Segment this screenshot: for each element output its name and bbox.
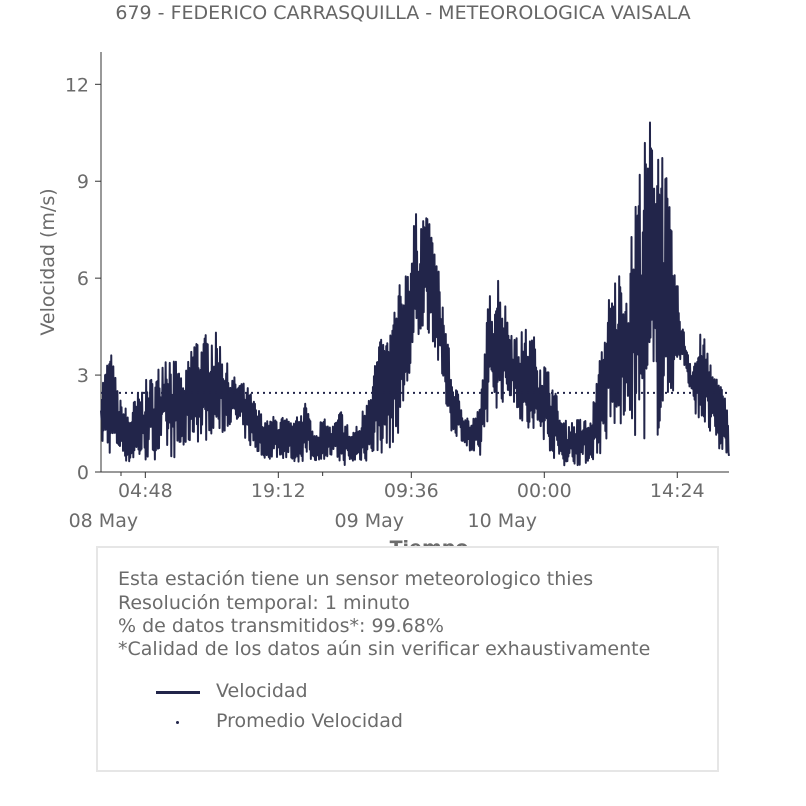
legend-label-velocidad: Velocidad: [216, 680, 308, 702]
x-tick-label: 19:12: [251, 480, 306, 502]
velocity-chart: 0 3 6 9 12 Velocidad (m/s) 04:48 08 May 19:12 09:…: [37, 52, 730, 559]
x-tick-label: 14:24: [650, 480, 705, 502]
data-quality-note: *Calidad de los datos aún sin verificar …: [118, 638, 651, 660]
y-tick-label: 12: [65, 74, 89, 96]
x-tick-label: 04:48: [118, 480, 173, 502]
info-box: Esta estación tiene un sensor meteorolog…: [96, 546, 719, 772]
series-layer: [100, 121, 730, 467]
y-tick-label: 3: [77, 365, 89, 387]
x-date-label: 09 May: [335, 510, 405, 532]
y-tick-label: 6: [77, 268, 89, 290]
x-date-label: 08 May: [69, 510, 139, 532]
temporal-resolution: Resolución temporal: 1 minuto: [118, 592, 410, 614]
sensor-info: Esta estación tiene un sensor meteorolog…: [118, 568, 594, 590]
legend-label-promedio: Promedio Velocidad: [216, 710, 403, 732]
chart-title: 679 - FEDERICO CARRASQUILLA - METEOROLOG…: [115, 2, 691, 24]
x-tick-label: 00:00: [517, 480, 572, 502]
legend-dot-swatch: [176, 721, 179, 724]
y-tick-label: 9: [77, 171, 89, 193]
y-axis-label: Velocidad (m/s): [37, 188, 59, 335]
legend-line-swatch: [156, 691, 200, 694]
labels-layer: 0 3 6 9 12 Velocidad (m/s) 04:48 08 May 19:12 09:…: [37, 74, 705, 559]
x-tick-label: 09:36: [384, 480, 439, 502]
velocity-series-line: [100, 121, 730, 467]
transmitted-data-percent: % de datos transmitidos*: 99.68%: [118, 615, 444, 637]
x-date-label: 10 May: [468, 510, 538, 532]
y-tick-label: 0: [77, 462, 89, 484]
